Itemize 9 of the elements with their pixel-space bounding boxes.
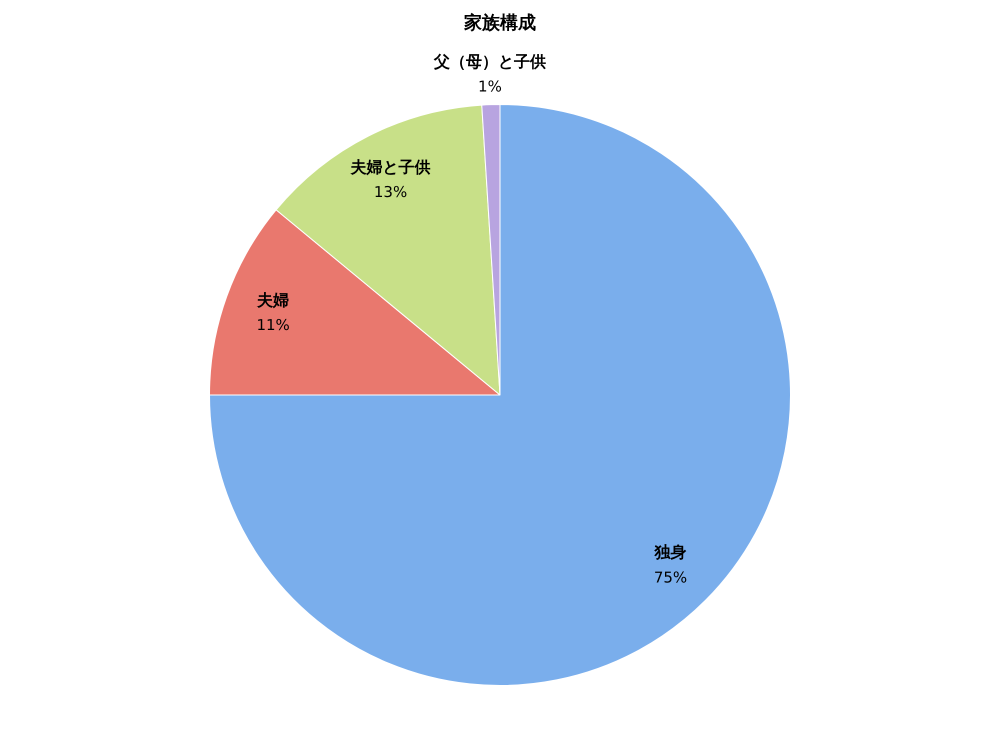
chart-title: 家族構成 — [463, 12, 536, 34]
data-label: 11% — [256, 316, 290, 334]
data-label: 1% — [478, 78, 502, 96]
slice-label: 夫婦と子供 — [350, 157, 431, 176]
slice-label: 独身 — [653, 542, 686, 562]
slice-label: 夫婦 — [256, 290, 290, 310]
data-label: 13% — [374, 183, 408, 202]
data-label: 75% — [654, 568, 688, 586]
slice-label: 父（母）と子供 — [432, 52, 546, 71]
